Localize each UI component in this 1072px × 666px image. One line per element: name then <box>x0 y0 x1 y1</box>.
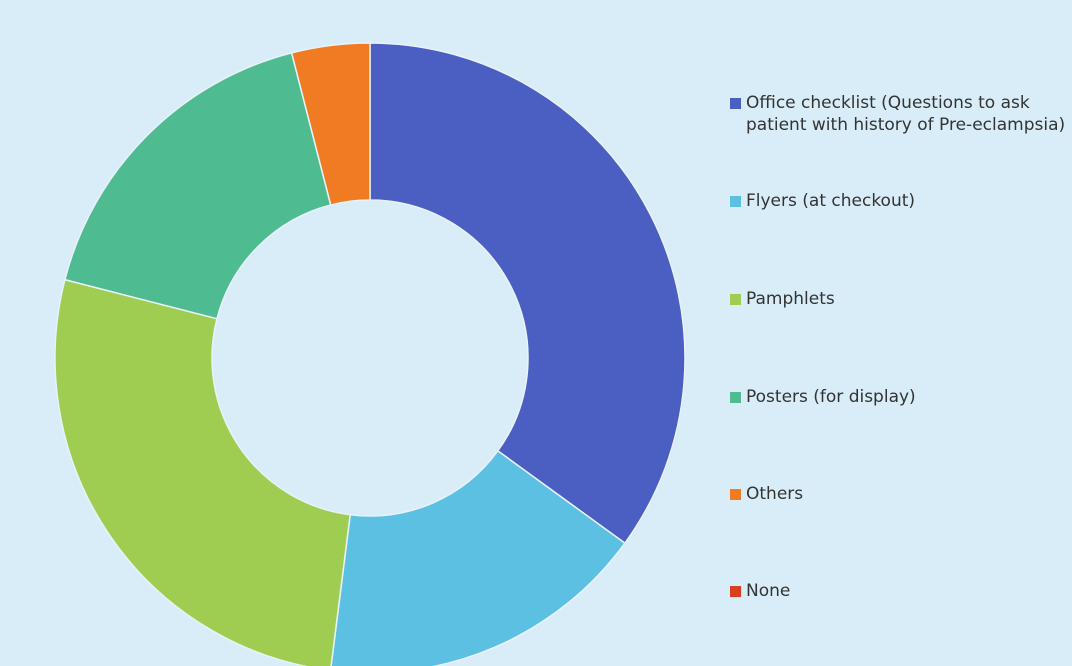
legend-label: Posters (for display) <box>746 387 916 407</box>
legend-label: None <box>746 581 791 601</box>
legend-item: None <box>730 580 1070 602</box>
donut-slice <box>369 42 686 545</box>
donut-slice <box>63 51 332 320</box>
legend-swatch <box>730 586 741 597</box>
legend-label: Others <box>746 484 804 504</box>
legend-item: Posters (for display) <box>730 386 1070 408</box>
legend-label: Pamphlets <box>746 289 835 309</box>
donut-slice <box>330 449 626 666</box>
legend-swatch <box>730 98 741 109</box>
legend-swatch <box>730 489 741 500</box>
legend-label: Office checklist (Questions to ask patie… <box>746 93 1066 135</box>
legend-swatch <box>730 392 741 403</box>
legend-item: Flyers (at checkout) <box>730 190 1070 212</box>
donut-slice <box>54 278 352 666</box>
donut-slice <box>290 42 371 206</box>
legend-item: Office checklist (Questions to ask patie… <box>730 92 1070 136</box>
legend-item: Pamphlets <box>730 288 1070 310</box>
legend-label: Flyers (at checkout) <box>746 191 916 211</box>
legend-swatch <box>730 294 741 305</box>
legend-item: Others <box>730 483 1070 505</box>
legend-swatch <box>730 196 741 207</box>
